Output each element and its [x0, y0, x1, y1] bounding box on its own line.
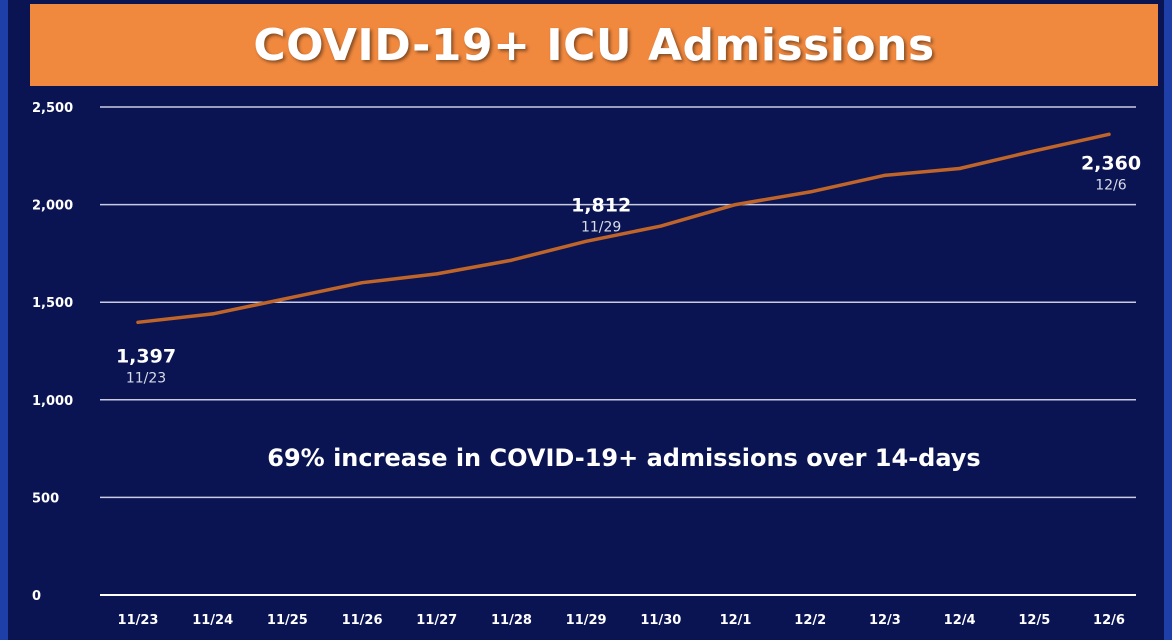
- title-bar: COVID-19+ ICU Admissions: [30, 4, 1158, 86]
- data-point: [958, 166, 962, 171]
- x-tick-label: 12/6: [1093, 613, 1125, 628]
- data-point: [211, 312, 215, 316]
- annotation-date: 12/6: [1095, 177, 1127, 193]
- line-chart: 0 500 1,000 1,500 2,000 2,500 11/23 11/24 11/25…: [32, 101, 1141, 628]
- x-tick-label: 12/4: [944, 613, 976, 628]
- x-tick-label: 11/27: [416, 613, 457, 628]
- y-tick-label: 2,500: [32, 101, 73, 116]
- x-tick-label: 12/1: [720, 613, 752, 628]
- chart-title: COVID-19+ ICU Admissions: [253, 19, 935, 71]
- y-tick-label: 500: [32, 491, 59, 506]
- increase-note: 69% increase in COVID-19+ admissions ove…: [267, 444, 980, 472]
- x-axis-tick-labels: 11/23 11/24 11/25 11/26 11/27 11/28 11/29 11/30…: [118, 613, 1125, 628]
- data-point: [1107, 132, 1111, 136]
- x-tick-label: 11/28: [491, 613, 532, 628]
- x-tick-label: 12/5: [1018, 613, 1050, 628]
- data-point: [733, 203, 738, 207]
- y-axis-tick-labels: 0 500 1,000 1,500 2,000 2,500: [32, 101, 73, 604]
- x-tick-label: 11/25: [267, 613, 308, 628]
- data-point: [360, 281, 364, 285]
- data-point: [285, 296, 289, 300]
- data-point: [883, 173, 887, 177]
- annotation-date: 11/29: [581, 219, 621, 235]
- series-admissions: [136, 132, 1111, 325]
- data-annotations: 1,397 11/23 1,812 11/29 2,360 12/6: [116, 152, 1141, 386]
- x-tick-label: 12/2: [794, 613, 826, 628]
- x-tick-label: 11/30: [640, 613, 681, 628]
- data-point: [584, 239, 588, 243]
- x-tick-label: 12/3: [869, 613, 901, 628]
- x-tick-label: 11/24: [192, 613, 233, 628]
- data-point: [808, 190, 812, 194]
- x-tick-label: 11/29: [566, 613, 607, 628]
- annotation-value: 1,397: [116, 345, 176, 367]
- data-point: [435, 272, 439, 276]
- annotation-date: 11/23: [126, 370, 166, 386]
- data-point: [1032, 149, 1036, 153]
- y-tick-label: 0: [32, 589, 41, 604]
- data-point: [659, 224, 663, 228]
- annotation-value: 1,812: [571, 194, 631, 216]
- x-tick-label: 11/26: [342, 613, 383, 628]
- y-tick-label: 1,500: [32, 296, 73, 311]
- data-point: [136, 320, 140, 324]
- series-line: [136, 132, 1111, 325]
- gridlines: [100, 106, 1136, 596]
- y-tick-label: 2,000: [32, 199, 73, 214]
- annotation-value: 2,360: [1081, 152, 1141, 174]
- data-point: [509, 258, 514, 262]
- x-tick-label: 11/23: [118, 613, 159, 628]
- y-tick-label: 1,000: [32, 394, 73, 409]
